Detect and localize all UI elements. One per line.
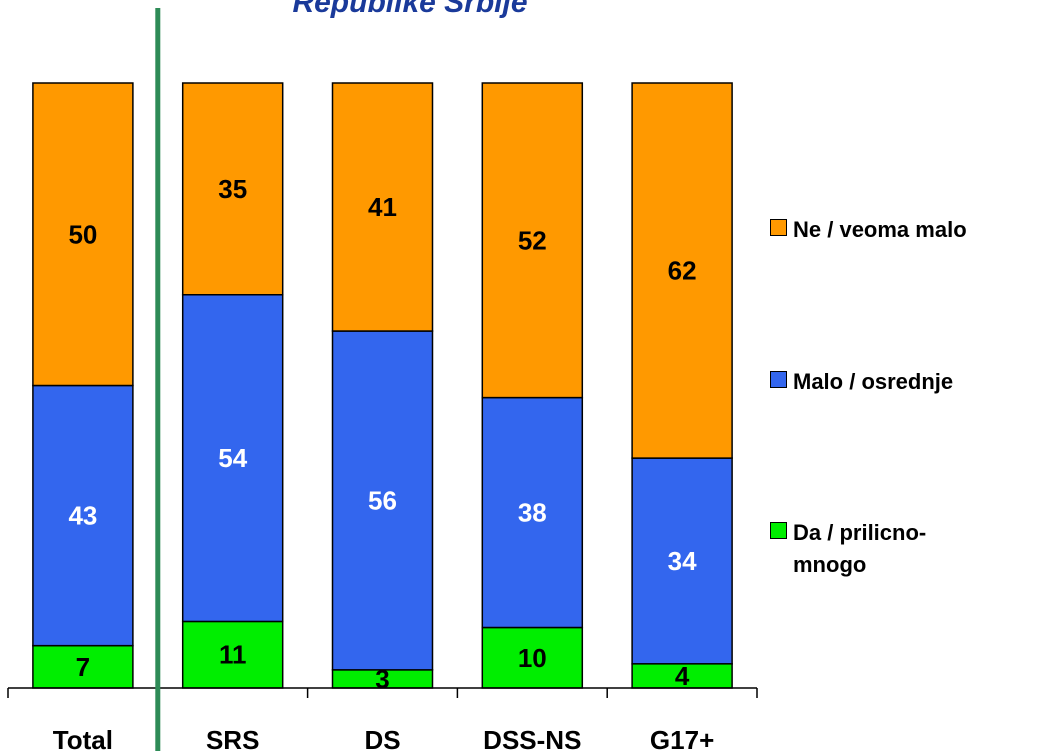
data-label-g17-malo-osrednje: 34 [668,546,697,576]
data-label-total-ne-veoma-malo: 50 [68,219,97,249]
data-label-dss-ns-malo-osrednje: 38 [518,498,547,528]
data-label-g17-da-prilicno-mnogo: 4 [675,661,690,691]
legend-swatch-malo-osrednje [770,371,787,388]
legend-item-ne-veoma-malo: Ne / veoma malo [770,214,1049,246]
chart-title: Republike Srbije [292,0,528,19]
data-label-srs-da-prilicno-mnogo: 11 [219,640,247,670]
data-label-srs-malo-osrednje: 54 [218,443,247,473]
bar-segment-dss-ns-ne-veoma-malo [481,82,584,399]
bar-segment-g17-ne-veoma-malo [631,82,733,459]
legend-item-malo-osrednje: Malo / osrednje [770,366,1049,398]
bar-segment-dss-ns-malo-osrednje [481,396,584,629]
legend-swatch-ne-veoma-malo [770,219,787,236]
legend-label-da-prilicno-mnogo: Da / prilicno- mnogo [793,520,927,577]
data-label-srs-ne-veoma-malo: 35 [218,174,247,204]
legend-item-da-prilicno-mnogo: Da / prilicno- mnogo [770,517,993,581]
x-tick-label-g17: G17+ [650,725,714,751]
data-label-dss-ns-ne-veoma-malo: 52 [518,225,547,255]
data-label-dss-ns-da-prilicno-mnogo: 10 [518,643,547,673]
bar-segment-total-malo-osrednje [32,384,134,647]
bar-segment-g17-malo-osrednje [631,457,733,665]
data-label-ds-ne-veoma-malo: 41 [368,192,397,222]
x-tick-label-total: Total [53,725,113,751]
x-tick-label-dss-ns: DSS-NS [483,725,581,751]
bar-segment-ds-ne-veoma-malo [331,82,434,332]
bar-segment-srs-da-prilicno-mnogo [181,620,284,689]
data-label-total-da-prilicno-mnogo: 7 [76,652,90,682]
legend-label-malo-osrednje: Malo / osrednje [793,369,954,394]
x-tick-label-ds: DS [364,725,400,751]
data-label-ds-malo-osrednje: 56 [368,485,397,515]
bar-segment-ds-malo-osrednje [331,330,434,671]
x-tick-label-srs: SRS [206,725,259,751]
data-label-total-malo-osrednje: 43 [68,501,97,531]
legend-swatch-da-prilicno-mnogo [770,522,787,539]
data-label-ds-da-prilicno-mnogo: 3 [375,664,389,694]
bar-segment-total-ne-veoma-malo [32,82,134,387]
bar-segment-srs-ne-veoma-malo [181,82,284,296]
data-label-g17-ne-veoma-malo: 62 [668,256,697,286]
legend-label-ne-veoma-malo: Ne / veoma malo [793,217,967,242]
